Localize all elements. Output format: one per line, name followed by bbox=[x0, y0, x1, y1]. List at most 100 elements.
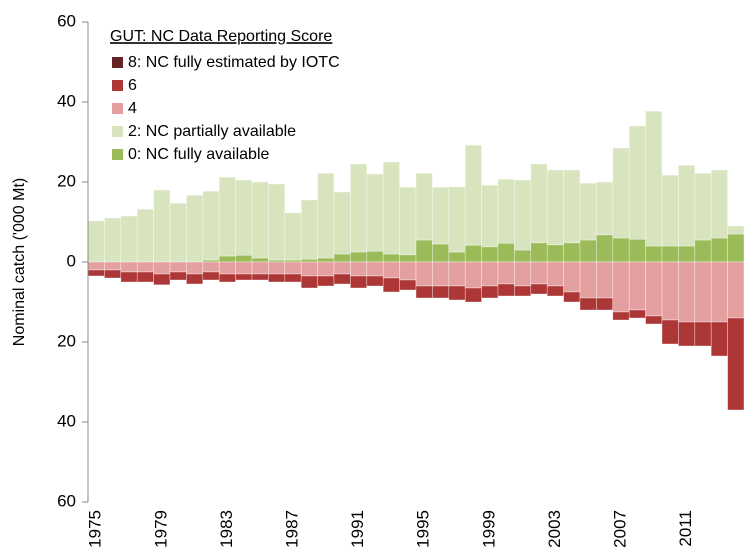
bar-segment bbox=[136, 208, 154, 263]
bar-segment bbox=[481, 285, 499, 299]
bar-segment bbox=[300, 261, 318, 277]
bar-segment bbox=[628, 309, 646, 319]
bar-segment bbox=[497, 283, 515, 297]
bar-segment bbox=[727, 261, 744, 319]
bar-segment bbox=[448, 285, 466, 301]
bar-segment bbox=[530, 163, 548, 244]
bar-segment bbox=[694, 239, 712, 263]
bar-segment bbox=[596, 297, 614, 311]
y-axis-label: Nominal catch ('000 Mt) bbox=[11, 178, 28, 346]
bar-segment bbox=[300, 275, 318, 289]
legend-swatch bbox=[112, 80, 123, 91]
bar-segment bbox=[661, 261, 679, 321]
legend-label: 0: NC fully available bbox=[128, 146, 270, 163]
bar-segment bbox=[202, 271, 220, 281]
y-tick-label: 60 bbox=[57, 491, 76, 510]
bar-segment bbox=[710, 237, 728, 263]
bar-segment bbox=[678, 164, 696, 247]
bar-segment bbox=[514, 179, 532, 251]
bar-segment bbox=[366, 173, 384, 252]
bar-segment bbox=[235, 254, 253, 263]
bar-segment bbox=[628, 125, 646, 240]
bar-segment bbox=[382, 161, 400, 255]
bar-segment bbox=[579, 297, 597, 311]
bar-segment bbox=[202, 261, 220, 273]
bar-segment bbox=[317, 261, 335, 277]
bar-segment bbox=[251, 261, 269, 275]
bar-segment bbox=[300, 199, 318, 260]
bar-segment bbox=[727, 225, 744, 235]
bar-segment bbox=[464, 261, 482, 289]
bar-segment bbox=[218, 176, 236, 257]
bar-segment bbox=[530, 283, 548, 295]
legend-label: 6 bbox=[128, 77, 137, 94]
bar-segment bbox=[104, 269, 122, 279]
bar-segment bbox=[497, 178, 515, 244]
bar-segment bbox=[694, 172, 712, 241]
bar-segment bbox=[120, 215, 138, 263]
bar-segment bbox=[432, 243, 450, 263]
bar-segment bbox=[350, 251, 368, 263]
bar-segment bbox=[218, 261, 236, 275]
bar-segment bbox=[448, 251, 466, 263]
x-tick-label: 1979 bbox=[151, 510, 170, 548]
bar-segment bbox=[251, 257, 269, 263]
bar-segment bbox=[87, 261, 105, 271]
bar-segment bbox=[448, 261, 466, 287]
x-tick-label: 1999 bbox=[479, 510, 498, 548]
bar-segment bbox=[186, 261, 204, 275]
bar-segment bbox=[546, 244, 564, 263]
bar-segment bbox=[235, 273, 253, 281]
bar-segment bbox=[678, 261, 696, 323]
bar-segment bbox=[317, 257, 335, 263]
legend-label: 8: NC fully estimated by IOTC bbox=[128, 54, 340, 71]
bar-segment bbox=[415, 239, 433, 263]
bar-segment bbox=[694, 261, 712, 323]
bar-segment bbox=[645, 315, 663, 325]
bar-segment bbox=[382, 277, 400, 293]
bar-segment bbox=[399, 186, 417, 256]
bar-segment bbox=[186, 273, 204, 285]
bar-segment bbox=[710, 169, 728, 239]
y-tick-label: 40 bbox=[57, 411, 76, 430]
bar-segment bbox=[645, 245, 663, 263]
bar-segment bbox=[579, 261, 597, 299]
bars bbox=[87, 110, 744, 411]
bar-segment bbox=[563, 242, 581, 263]
bar-segment bbox=[268, 183, 286, 261]
bar-segment bbox=[514, 249, 532, 263]
bar-segment bbox=[399, 261, 417, 281]
bar-segment bbox=[563, 169, 581, 244]
bar-segment bbox=[481, 184, 499, 248]
bar-segment bbox=[153, 189, 171, 263]
bar-segment bbox=[727, 233, 744, 263]
bar-segment bbox=[136, 261, 154, 273]
bar-segment bbox=[235, 261, 253, 275]
bar-segment bbox=[251, 273, 269, 281]
bar-segment bbox=[268, 261, 286, 275]
bar-segment bbox=[661, 174, 679, 247]
bar-segment bbox=[153, 261, 171, 275]
bar-segment bbox=[563, 291, 581, 303]
bar-segment bbox=[366, 250, 384, 263]
bar-segment bbox=[415, 172, 433, 241]
bar-segment bbox=[612, 311, 630, 321]
bar-segment bbox=[136, 271, 154, 283]
y-tick-label: 20 bbox=[57, 331, 76, 350]
bar-segment bbox=[612, 261, 630, 313]
bar-segment bbox=[710, 321, 728, 357]
bar-segment bbox=[481, 246, 499, 263]
bar-segment bbox=[596, 181, 614, 236]
bar-segment bbox=[481, 261, 499, 287]
x-tick-label: 1987 bbox=[282, 510, 301, 548]
bar-segment bbox=[678, 321, 696, 347]
bar-segment bbox=[399, 254, 417, 263]
y-tick-label: 20 bbox=[57, 171, 76, 190]
bar-segment bbox=[284, 273, 302, 283]
bar-segment bbox=[300, 258, 318, 263]
bar-segment bbox=[153, 273, 171, 286]
bar-segment bbox=[612, 237, 630, 263]
y-tick-label: 40 bbox=[57, 91, 76, 110]
bar-segment bbox=[546, 169, 564, 246]
